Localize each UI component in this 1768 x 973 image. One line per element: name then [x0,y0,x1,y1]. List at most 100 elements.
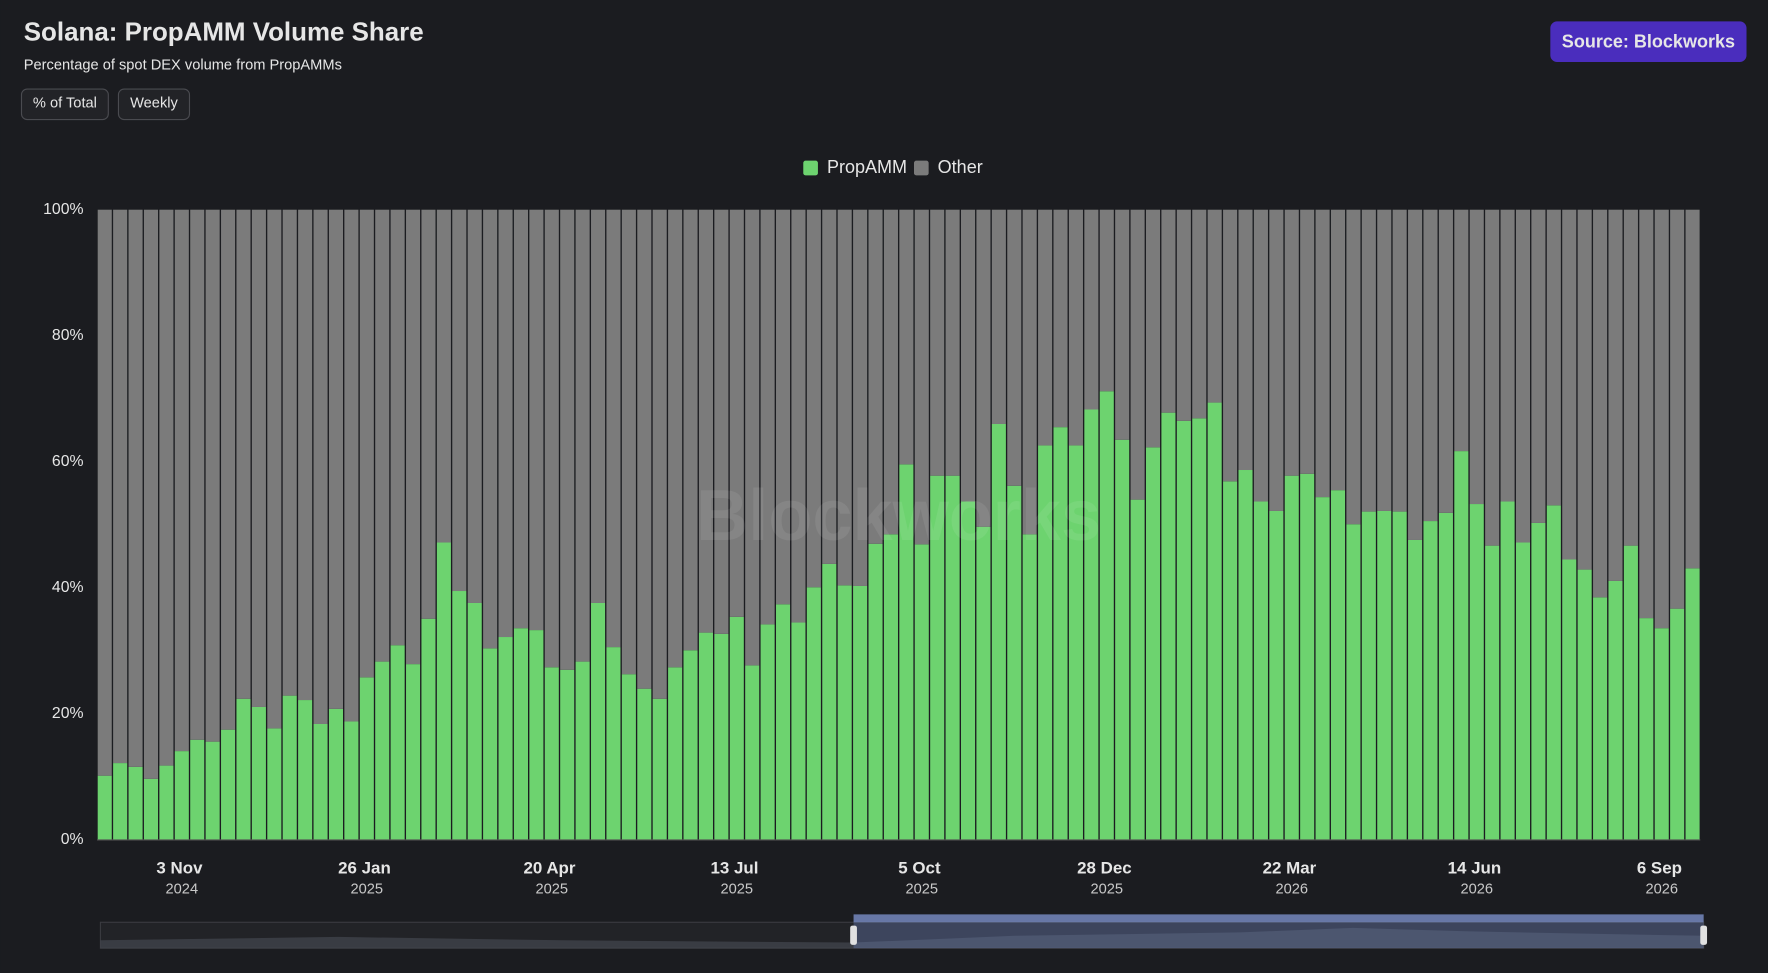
bar-segment [1500,209,1515,502]
navigator-handle[interactable] [850,925,857,945]
bar-segment [436,209,451,543]
bar-segment [205,741,220,840]
button[interactable] [117,88,191,121]
bar-segment [1608,580,1623,840]
bar-segment [668,209,683,668]
bar-segment [221,209,236,730]
y-tick-label: 80% [52,327,84,344]
bar-segment [97,209,112,776]
bar-segment [267,209,282,729]
y-tick-label: 60% [52,453,84,470]
navigator-bar[interactable] [853,914,1704,923]
bar-segment [143,778,159,840]
bar-segment [1300,209,1315,474]
bar-segment [452,209,467,592]
bar-segment [1253,209,1268,502]
plot: 0% 20% 40% 60% 80% 100% 3 Nov 2024 26 Jan 2025 2… [43,157,1701,898]
bar-segment [606,209,621,648]
bar-segment [544,209,559,668]
bar-segment [837,585,852,840]
bar-segment [960,209,976,502]
bar-segment [251,706,266,840]
navigator [99,914,1708,949]
bar-segment [174,209,189,752]
bar-segment [868,209,883,544]
bar-segment [298,209,313,701]
bar-segment [1546,505,1561,840]
bar-segment [698,632,713,840]
bar-segment [575,661,590,840]
button-label[interactable]: Weekly [130,96,178,112]
bar-segment [637,209,652,689]
bar-segment [729,616,744,840]
bar-segment [421,618,436,840]
bar-segment [1562,559,1577,840]
bar-segment [652,209,667,699]
bar-segment [914,544,929,840]
bar-segment [1022,209,1037,535]
bar-segment [1038,209,1053,446]
legend-swatch [803,160,818,176]
bar-segment [1022,534,1037,840]
bar-segment [483,648,498,840]
bar-segment [1392,209,1407,512]
bar-segment [251,209,266,707]
navigator-handle[interactable] [1700,925,1708,945]
bar-segment [1176,420,1191,840]
bar-segment [621,209,636,675]
bar-segment [436,542,451,840]
bar-segment [1300,473,1315,840]
bar-segment [1593,597,1608,840]
bar-segment [714,633,729,840]
bar-segment [1099,209,1114,392]
bar-segment [236,209,251,699]
bar-segment [1315,497,1330,840]
bar-segment [991,423,1006,840]
bar-segment [930,209,945,476]
bar-segment [914,209,929,545]
bar-segment [883,209,898,535]
bar-segment [1546,209,1561,506]
bar-segment [637,688,652,840]
bar-segment [945,475,960,840]
bar-segment [1253,501,1268,840]
bar-segment [1269,510,1284,840]
x-tick-label: 13 Jul 2025 [710,859,763,898]
bar-segment [298,700,313,840]
bar-segment [1670,608,1685,840]
bar-segment [1423,521,1438,840]
bar-segment [359,209,374,678]
bar-segment [1161,209,1176,413]
bar-segment [760,624,775,840]
bar-segment [1408,539,1423,840]
bar-segment [1330,209,1346,491]
bar-segment [1330,490,1346,840]
bar-segment [1654,628,1669,840]
button[interactable] [20,88,109,121]
bar-segment [1192,418,1207,840]
bar-segment [745,209,760,666]
bar-segment [1223,209,1238,482]
bar-segment [375,209,390,662]
bar-segment [1315,209,1330,498]
subtitle: Percentage of spot DEX volume from PropA… [24,57,342,73]
bar-segment [976,209,991,527]
bar-segment [776,209,791,605]
bar-segment [1639,209,1654,619]
bar-segment [822,563,837,840]
bar-segment [1361,209,1376,512]
y-tick-label: 20% [52,705,84,722]
navigator-window[interactable] [853,922,1704,949]
button-label[interactable]: % of Total [33,96,97,112]
bar-segment [776,604,791,840]
bar-segment [1623,545,1638,840]
bar-segment [652,698,667,840]
bar-segment [560,209,575,670]
source-button[interactable] [1550,21,1747,63]
bar-segment [791,622,806,840]
source-label[interactable]: Source: Blockworks [1562,32,1735,52]
bar-segment [591,209,606,603]
bar-segment [205,209,220,742]
bar-segment [1408,209,1423,540]
